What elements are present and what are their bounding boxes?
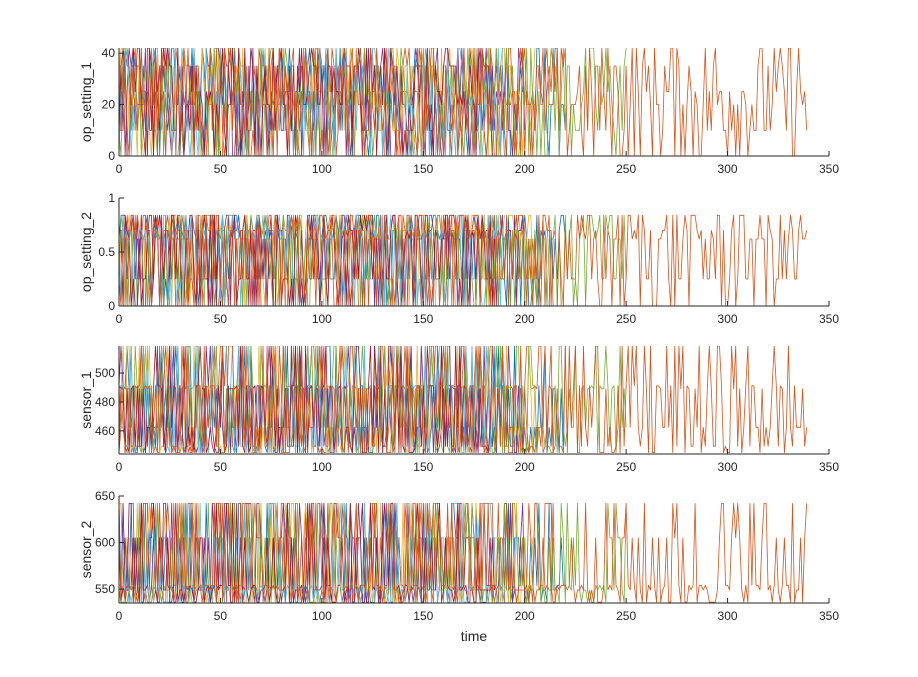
- series-line-8: [119, 346, 808, 454]
- x-tick-label: 150: [413, 312, 433, 326]
- x-tick-label: 300: [718, 312, 738, 326]
- plot-area: [119, 502, 808, 603]
- subplot-2: 0 50 100 150 200 250 300 350 0 0.5 1 op_setting_2: [78, 191, 839, 326]
- plot-area: [119, 346, 808, 454]
- y-tick-label: 40: [102, 46, 116, 60]
- x-tick-label: 150: [413, 609, 433, 623]
- x-tick-label: 50: [214, 460, 228, 474]
- plot-area: [119, 214, 808, 306]
- y-axis-label: op_setting_1: [78, 62, 94, 142]
- x-tick-label: 200: [515, 609, 535, 623]
- x-tick-label: 250: [616, 312, 636, 326]
- x-tick-label: 200: [515, 460, 535, 474]
- x-tick-label: 0: [116, 609, 123, 623]
- y-tick-label: 480: [95, 395, 115, 409]
- x-tick-label: 350: [819, 609, 839, 623]
- x-tick-label: 300: [718, 609, 738, 623]
- x-tick-label: 200: [515, 312, 535, 326]
- x-tick-label: 350: [819, 312, 839, 326]
- x-tick-label: 100: [312, 609, 332, 623]
- subplot-4: 0 50 100 150 200 250 300 350 550 600 650 sensor_2ti…: [78, 489, 839, 644]
- plot-area: [119, 48, 808, 156]
- series-line-8: [119, 48, 808, 156]
- x-tick-label: 300: [718, 162, 738, 176]
- x-tick-label: 0: [116, 460, 123, 474]
- series-line-8: [119, 214, 808, 306]
- x-tick-label: 350: [819, 460, 839, 474]
- y-axis-label: sensor_1: [78, 371, 94, 429]
- x-tick-label: 350: [819, 162, 839, 176]
- series-line-8: [119, 502, 808, 603]
- x-tick-label: 150: [413, 162, 433, 176]
- x-tick-label: 0: [116, 162, 123, 176]
- y-tick-label: 650: [95, 489, 115, 503]
- y-tick-label: 20: [102, 98, 116, 112]
- x-tick-label: 250: [616, 460, 636, 474]
- x-tick-label: 250: [616, 162, 636, 176]
- y-tick-label: 460: [95, 424, 115, 438]
- y-tick-label: 1: [108, 191, 115, 205]
- x-axis-label: time: [461, 628, 488, 644]
- x-tick-label: 50: [214, 162, 228, 176]
- y-axis-label: op_setting_2: [78, 212, 94, 292]
- x-tick-label: 0: [116, 312, 123, 326]
- y-tick-label: 0.5: [98, 245, 115, 259]
- y-tick-label: 550: [95, 582, 115, 596]
- series-line-7: [119, 502, 495, 603]
- y-tick-label: 0: [108, 299, 115, 313]
- y-tick-label: 0: [108, 149, 115, 163]
- y-tick-label: 500: [95, 366, 115, 380]
- x-tick-label: 50: [214, 609, 228, 623]
- x-tick-label: 100: [312, 162, 332, 176]
- subplot-1: 0 50 100 150 200 250 300 350 0 20 40 op_setting_1: [78, 46, 839, 176]
- y-tick-label: 600: [95, 536, 115, 550]
- x-tick-label: 200: [515, 162, 535, 176]
- y-axis-label: sensor_2: [78, 520, 94, 578]
- x-tick-label: 100: [312, 460, 332, 474]
- series-line-7: [119, 346, 495, 454]
- x-tick-label: 250: [616, 609, 636, 623]
- x-tick-label: 300: [718, 460, 738, 474]
- x-tick-label: 100: [312, 312, 332, 326]
- x-tick-label: 150: [413, 460, 433, 474]
- x-tick-label: 50: [214, 312, 228, 326]
- series-line-6: [119, 502, 505, 603]
